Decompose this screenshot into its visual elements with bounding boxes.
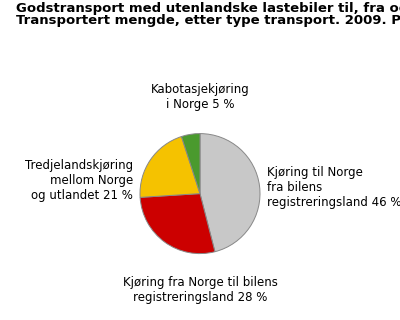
Text: Kabotasjekjøring
i Norge 5 %: Kabotasjekjøring i Norge 5 % (151, 83, 249, 111)
Text: Transportert mengde, etter type transport. 2009. Prosent: Transportert mengde, etter type transpor… (16, 14, 400, 28)
Text: Kjøring fra Norge til bilens
registreringsland 28 %: Kjøring fra Norge til bilens registrerin… (122, 276, 278, 304)
Wedge shape (200, 134, 260, 252)
Text: Kjøring til Norge
fra bilens
registreringsland 46 %: Kjøring til Norge fra bilens registrerin… (267, 166, 400, 209)
Wedge shape (182, 134, 200, 194)
Text: Godstransport med utenlandske lastebiler til, fra og i Norge.: Godstransport med utenlandske lastebiler… (16, 2, 400, 15)
Wedge shape (140, 137, 200, 197)
Text: Tredjelandskjøring
mellom Norge
og utlandet 21 %: Tredjelandskjøring mellom Norge og utlan… (25, 159, 133, 202)
Wedge shape (140, 194, 215, 253)
